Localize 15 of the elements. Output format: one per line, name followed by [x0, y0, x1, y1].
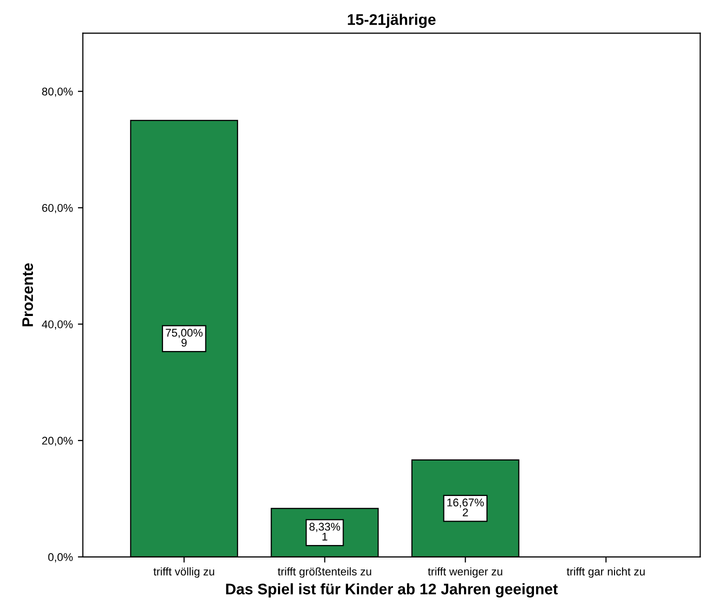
data-label: 16,67% 2 — [447, 498, 484, 516]
data-label: 75,00% 9 — [166, 328, 203, 347]
x-tick-label: trifft weniger zu — [428, 567, 502, 578]
y-tick-label: 20,0% — [42, 436, 73, 446]
y-tick-label: 0,0% — [48, 553, 73, 562]
chart-title: 15-21jährige — [348, 14, 436, 28]
y-tick-label: 60,0% — [42, 204, 73, 214]
y-tick-label: 40,0% — [42, 320, 73, 330]
x-tick-label: trifft völlig zu — [153, 567, 214, 578]
x-tick-label: trifft gar nicht zu — [566, 567, 645, 578]
y-tick-label: 80,0% — [42, 88, 73, 97]
x-tick-label: trifft größtenteils zu — [278, 567, 372, 578]
y-axis-title: Prozente — [22, 263, 34, 326]
data-label: 8,33% 1 — [309, 522, 340, 541]
x-axis-title: Das Spiel ist für Kinder ab 12 Jahren geeignet — [226, 583, 558, 598]
